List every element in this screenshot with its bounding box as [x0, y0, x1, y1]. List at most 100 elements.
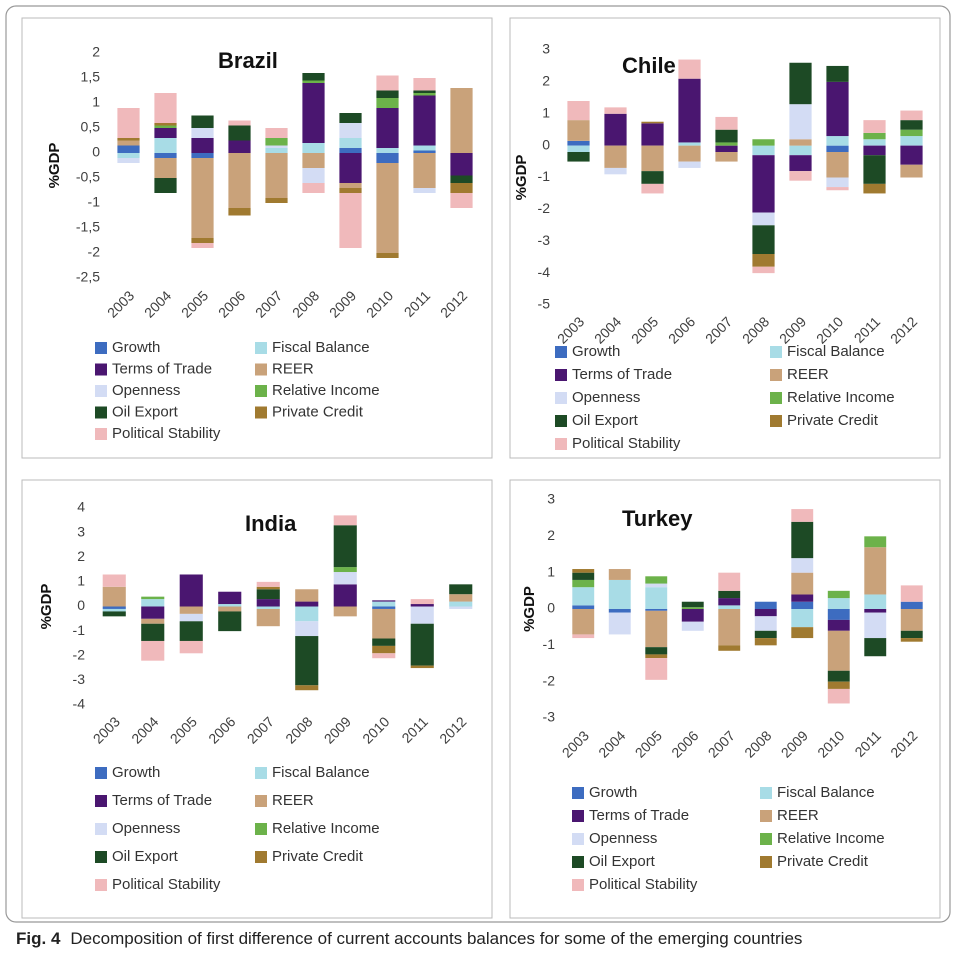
legend-label: Terms of Trade — [112, 792, 212, 809]
bar-segment — [376, 108, 399, 148]
y-axis-label: %GDP — [46, 143, 63, 189]
bar-segment — [333, 584, 357, 607]
bar-segment — [339, 123, 362, 138]
bar-segment — [117, 153, 140, 158]
bar-segment — [645, 647, 668, 655]
bar-segment — [826, 81, 849, 137]
bar-segment — [608, 569, 631, 580]
legend-swatch — [95, 767, 107, 779]
legend-swatch — [95, 406, 107, 419]
bar-segment — [791, 601, 814, 609]
bar-segment — [900, 120, 923, 130]
legend-label: REER — [777, 807, 819, 824]
legend-label: Political Stability — [112, 876, 221, 893]
bar-segment — [752, 266, 775, 274]
legend-label: Political Stability — [572, 435, 681, 452]
y-tick-label: 3 — [547, 491, 555, 507]
bar-segment — [827, 590, 850, 599]
legend-swatch — [760, 833, 772, 845]
bar-segment — [864, 594, 887, 609]
bar-segment — [191, 158, 214, 238]
bar-segment — [302, 83, 325, 143]
bar-segment — [826, 187, 849, 191]
bar-segment — [413, 90, 436, 93]
legend-swatch — [255, 385, 267, 397]
y-tick-label: 0,5 — [81, 119, 101, 135]
bar-segment — [863, 120, 886, 133]
bar-segment — [141, 640, 165, 661]
bar-segment — [228, 125, 251, 141]
legend-label: Openness — [112, 820, 180, 837]
bar-segment — [718, 605, 741, 609]
bar-segment — [645, 654, 668, 659]
bar-segment — [141, 606, 165, 619]
bar-segment — [608, 579, 631, 609]
bar-segment — [641, 183, 664, 194]
bar-segment — [339, 153, 362, 183]
bar-segment — [256, 586, 280, 590]
bar-segment — [372, 600, 396, 602]
bar-segment — [752, 139, 775, 146]
bar-segment — [718, 590, 741, 599]
bar-segment — [827, 630, 850, 671]
bar-segment — [641, 123, 664, 146]
bar-segment — [410, 665, 434, 669]
bar-segment — [191, 238, 214, 243]
y-axis-label: %GDP — [521, 586, 538, 632]
bar-segment — [376, 253, 399, 258]
legend-swatch — [572, 856, 584, 868]
legend-swatch — [255, 767, 267, 779]
bar-segment — [376, 148, 399, 153]
bar-segment — [572, 572, 595, 580]
legend-swatch — [555, 346, 567, 358]
y-tick-label: 3 — [542, 41, 550, 57]
bar-segment — [295, 685, 319, 691]
bar-segment — [678, 142, 701, 146]
bar-segment — [641, 171, 664, 184]
bar-segment — [863, 155, 886, 184]
y-tick-label: 0 — [542, 136, 550, 152]
bar-segment — [826, 152, 849, 178]
bar-segment — [827, 681, 850, 689]
bar-segment — [789, 145, 812, 156]
legend-label: Oil Export — [572, 412, 639, 429]
bar-segment — [718, 572, 741, 591]
bar-segment — [752, 225, 775, 254]
bar-segment — [265, 148, 288, 153]
legend-label: Growth — [572, 343, 620, 360]
bar-segment — [641, 145, 664, 172]
legend-swatch — [255, 406, 267, 419]
bar-segment — [265, 198, 288, 203]
bar-segment — [265, 153, 288, 198]
bar-segment — [715, 142, 738, 146]
bar-segment — [678, 145, 701, 162]
bar-segment — [333, 572, 357, 585]
bar-segment — [302, 73, 325, 81]
bar-segment — [179, 606, 203, 614]
legend-swatch — [760, 810, 772, 822]
bar-segment — [827, 598, 850, 609]
bar-segment — [295, 601, 319, 607]
bar-segment — [228, 140, 251, 153]
bar-segment — [567, 152, 590, 162]
bar-segment — [604, 167, 627, 175]
bar-segment — [863, 183, 886, 194]
bar-segment — [376, 75, 399, 91]
bar-segment — [191, 138, 214, 153]
bar-segment — [754, 638, 777, 646]
bar-segment — [645, 587, 668, 609]
legend-label: Oil Export — [112, 403, 179, 420]
bar-segment — [900, 630, 923, 639]
bar-segment — [826, 136, 849, 146]
bar-segment — [572, 587, 595, 606]
y-tick-label: 0 — [77, 597, 85, 613]
legend-label: Growth — [112, 339, 160, 356]
bar-segment — [450, 193, 473, 208]
bar-segment — [754, 601, 777, 609]
bar-segment — [265, 138, 288, 146]
bar-segment — [681, 607, 704, 609]
legend-swatch — [255, 342, 267, 354]
bar-segment — [154, 93, 177, 123]
legend-label: Private Credit — [272, 403, 364, 420]
y-tick-label: 0 — [547, 600, 555, 616]
